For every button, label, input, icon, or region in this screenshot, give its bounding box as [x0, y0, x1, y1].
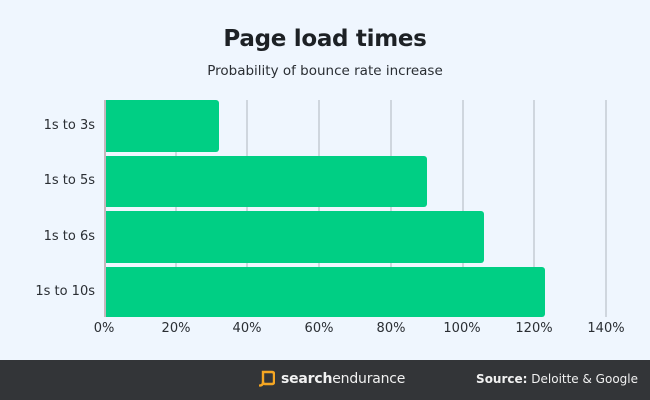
source-credit: Source: Deloitte & Google	[476, 372, 638, 386]
x-tick-label: 40%	[232, 321, 262, 336]
x-tick-label: 140%	[587, 321, 625, 336]
bar-1s-to-5s	[105, 156, 427, 207]
plot-area	[104, 100, 607, 317]
bar-1s-to-10s	[105, 267, 546, 317]
y-axis-line	[104, 100, 106, 317]
bar-1s-to-6s	[105, 211, 485, 263]
x-tick-label: 120%	[515, 321, 553, 336]
y-tick-label: 1s to 10s	[35, 284, 95, 299]
x-tick-label: 80%	[376, 321, 406, 336]
gridline	[318, 100, 321, 317]
gridline	[605, 100, 607, 317]
gridline	[533, 100, 536, 317]
x-tick-label: 0%	[93, 321, 115, 336]
brand-name: searchendurance	[281, 370, 406, 387]
gridline	[461, 100, 464, 317]
y-tick-label: 1s to 5s	[43, 173, 95, 188]
footer-bar: searchendurance Source: Deloitte & Googl…	[0, 360, 650, 400]
y-tick-label: 1s to 6s	[43, 229, 95, 244]
gridline	[174, 100, 177, 317]
chart-subtitle: Probability of bounce rate increase	[207, 63, 443, 79]
brand-logo: searchendurance	[259, 370, 405, 387]
x-tick-label: 60%	[304, 321, 334, 336]
gridline	[389, 100, 392, 317]
x-tick-label: 20%	[161, 321, 191, 336]
gridline	[246, 100, 249, 317]
chart-title: Page load times	[223, 26, 427, 52]
y-tick-label: 1s to 3s	[43, 118, 95, 133]
bar-1s-to-3s	[105, 100, 219, 152]
searchendurance-logo-icon	[259, 370, 275, 387]
x-tick-label: 100%	[443, 321, 481, 336]
